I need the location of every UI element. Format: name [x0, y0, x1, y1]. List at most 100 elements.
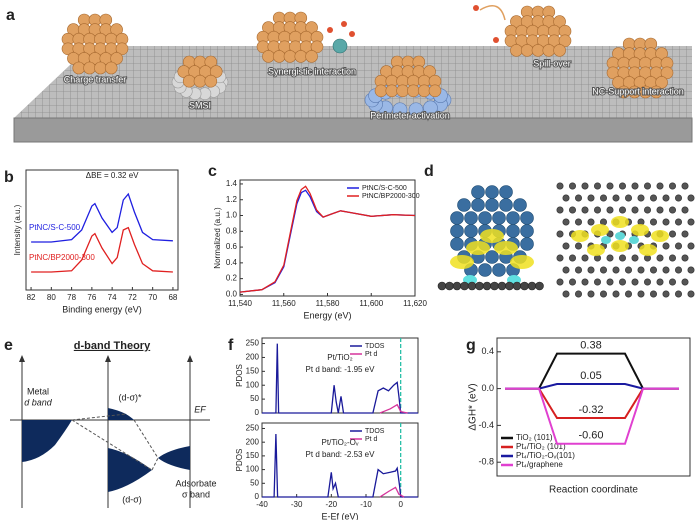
- atom: [396, 84, 409, 98]
- series-line: [262, 343, 418, 414]
- charge-density: [651, 230, 669, 242]
- atom: [460, 281, 469, 291]
- atom: [385, 84, 399, 98]
- atom: [649, 218, 657, 226]
- atom: [599, 290, 607, 298]
- atom: [471, 198, 485, 212]
- atom: [662, 194, 670, 202]
- dashed-link: [71, 419, 153, 471]
- atom: [649, 85, 663, 99]
- atom: [450, 224, 464, 238]
- x-tick-label: 70: [148, 293, 157, 302]
- atom: [687, 218, 695, 226]
- y-axis-label: PDOS: [235, 449, 244, 472]
- plot-frame: [261, 422, 419, 498]
- atom: [581, 182, 589, 190]
- y-tick-label: 50: [250, 394, 259, 403]
- x-tick-label: 0: [398, 500, 403, 509]
- atom: [649, 194, 657, 202]
- atom: [558, 34, 572, 48]
- illustration-label: SMSI: [189, 100, 211, 110]
- atom: [656, 278, 664, 286]
- legend-label: PtNC/BP2000-300: [362, 193, 420, 200]
- atom: [535, 281, 544, 291]
- atom: [624, 266, 632, 274]
- y-tick-label: 1.2: [226, 195, 238, 204]
- y-tick-label: 0.8: [226, 226, 238, 235]
- atom: [587, 266, 595, 274]
- atom: [417, 84, 431, 98]
- atom: [553, 44, 566, 57]
- x-tick-label: 82: [27, 293, 36, 302]
- illustration-label: Perimeter activation: [370, 110, 450, 120]
- atom: [612, 290, 620, 298]
- y-tick-label: 200: [246, 353, 260, 362]
- y-tick-label: 150: [246, 366, 260, 375]
- metal-band: [22, 420, 72, 462]
- atom: [593, 206, 601, 214]
- atom: [574, 242, 582, 250]
- x-tick-label: -40: [256, 500, 268, 509]
- atom: [568, 254, 576, 262]
- atom: [612, 266, 620, 274]
- atom: [492, 211, 506, 225]
- charge-density: [494, 241, 518, 255]
- series-line: [379, 403, 408, 414]
- series-line: [239, 185, 416, 293]
- panel-label: e: [4, 337, 13, 354]
- charge-density: [611, 240, 629, 252]
- diagram-title: d-band Theory: [74, 340, 151, 352]
- atom: [450, 237, 464, 251]
- atom: [649, 290, 657, 298]
- atom: [110, 52, 123, 65]
- charge-density: [611, 216, 629, 228]
- atom: [464, 211, 478, 225]
- atom: [618, 206, 626, 214]
- atom: [574, 266, 582, 274]
- y-axis-label: ΔGH* (eV): [468, 383, 479, 430]
- x-axis-label: E-Ef (eV): [321, 511, 358, 520]
- atom: [423, 100, 438, 116]
- x-axis-label: Reaction coordinate: [549, 485, 638, 496]
- atom: [568, 182, 576, 190]
- atom: [305, 21, 318, 34]
- atom: [493, 37, 499, 43]
- atom: [452, 281, 462, 291]
- x-tick-label: 11,600: [359, 299, 383, 308]
- atom: [612, 194, 620, 202]
- series-line: [31, 192, 173, 243]
- legend-label: Pt₄/graphene: [516, 460, 563, 469]
- atom: [674, 242, 682, 250]
- annotation: Pt/TiO₂: [327, 353, 352, 362]
- panel-label: g: [466, 337, 476, 354]
- legend-label: Pt₄/TiO₂ (101): [516, 442, 566, 451]
- atom: [450, 211, 464, 225]
- atom: [599, 266, 607, 274]
- charge-density: [510, 255, 534, 269]
- atom: [606, 254, 614, 262]
- atom: [374, 84, 388, 98]
- atom: [510, 44, 523, 57]
- atom: [305, 50, 318, 63]
- atom: [556, 230, 564, 238]
- metal-label: Metal: [27, 386, 49, 396]
- metal-label: d band: [24, 397, 53, 407]
- atom: [681, 230, 689, 238]
- atom: [512, 281, 522, 291]
- atom: [467, 281, 477, 291]
- x-tick-label: 11,580: [316, 299, 340, 308]
- atom: [499, 185, 513, 199]
- atom: [681, 254, 689, 262]
- atom: [115, 42, 129, 56]
- atom: [687, 266, 695, 274]
- atom: [423, 65, 436, 78]
- atom: [662, 242, 670, 250]
- charge-density: [466, 241, 490, 255]
- atom: [587, 194, 595, 202]
- atom: [618, 254, 626, 262]
- atom: [681, 278, 689, 286]
- atom: [568, 206, 576, 214]
- atom: [624, 194, 632, 202]
- spill-arrow: [479, 5, 506, 21]
- x-tick-label: 74: [108, 293, 117, 302]
